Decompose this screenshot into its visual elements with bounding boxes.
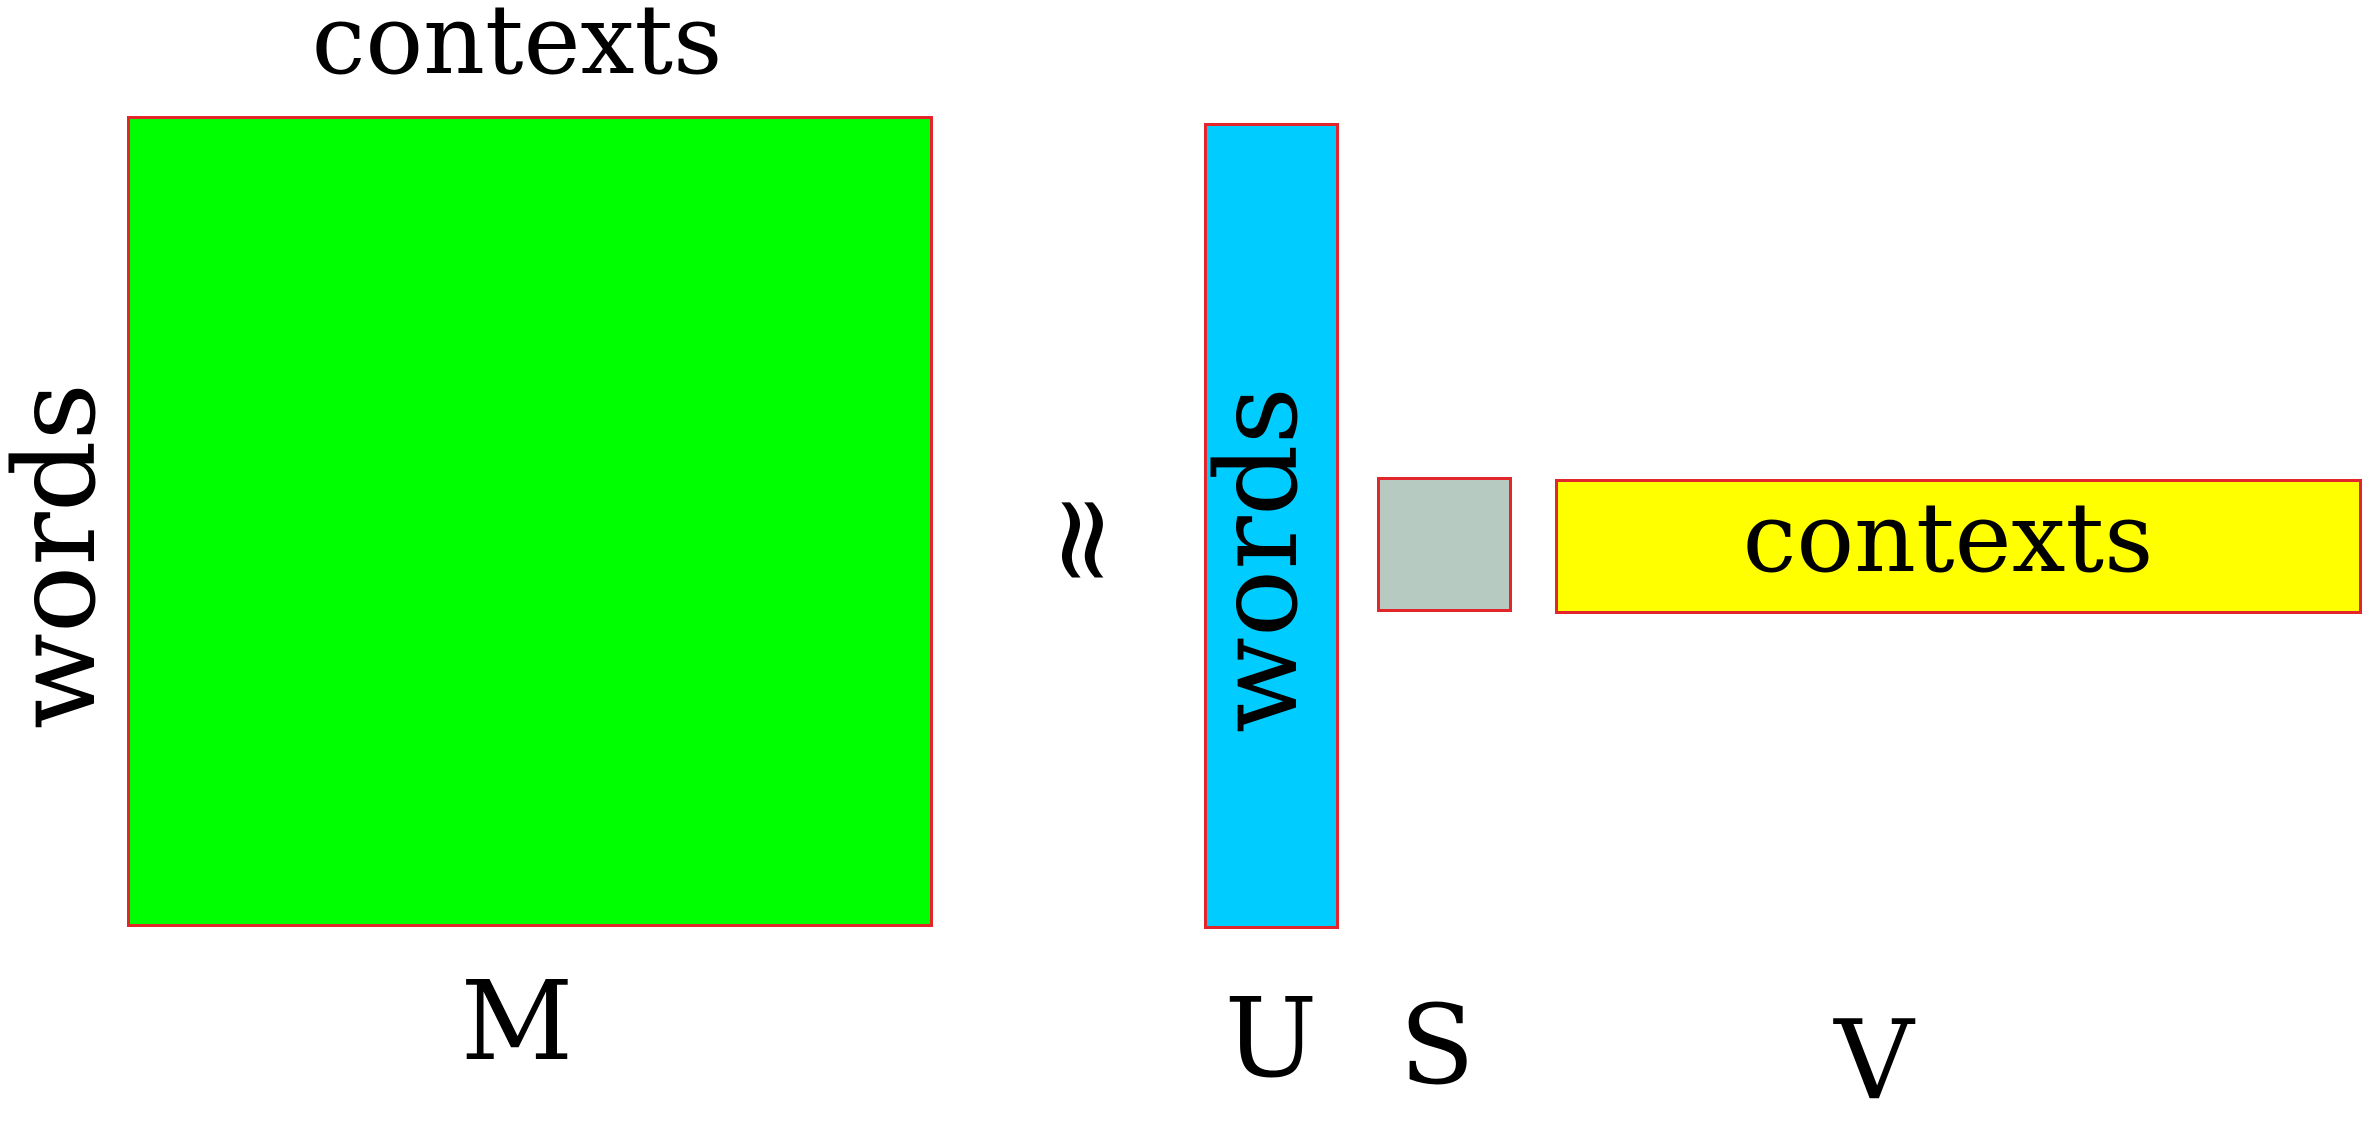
matrix-v-inner-label: contexts — [1742, 482, 2154, 594]
matrix-u-label: U — [1224, 974, 1318, 1102]
matrix-v-box — [1555, 479, 2362, 614]
matrix-m-top-label: contexts — [311, 0, 723, 96]
matrix-s-label: S — [1399, 981, 1475, 1109]
matrix-u-inner-label: words — [1193, 386, 1323, 734]
matrix-m-side-label: words — [0, 382, 121, 730]
approx-symbol: ≈ — [1010, 489, 1149, 591]
matrix-m-label: M — [460, 957, 574, 1085]
matrix-s-box — [1377, 477, 1512, 612]
matrix-u-box — [1204, 123, 1339, 929]
matrix-v-label: V — [1834, 996, 1914, 1124]
matrix-m-box — [127, 116, 933, 927]
